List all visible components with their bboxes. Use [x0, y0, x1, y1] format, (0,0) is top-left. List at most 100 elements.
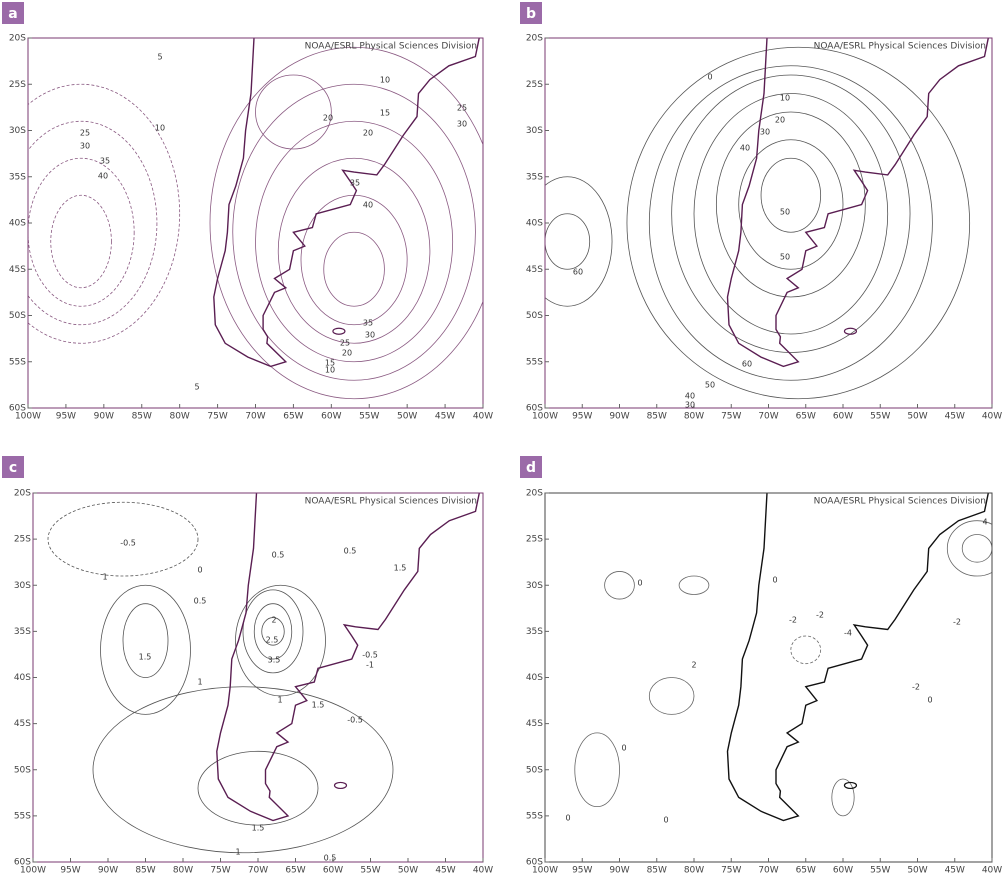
contour-label: 15 [325, 359, 335, 368]
contour-label: 35 [100, 157, 110, 166]
lat-tick-label: 50S [526, 765, 543, 775]
lon-tick-label: 65W [283, 412, 303, 422]
lon-tick-label: 55W [359, 412, 379, 422]
credit: NOAA/ESRL Physical Sciences Division [814, 42, 986, 52]
contour-label: 15 [380, 109, 390, 118]
contour-label: 35 [350, 179, 360, 188]
lon-tick-label: 75W [207, 412, 227, 422]
contour-line [261, 617, 285, 646]
island [333, 781, 348, 790]
coastline [216, 493, 480, 822]
lat-tick-label: 30S [9, 126, 26, 136]
contour-line [28, 120, 158, 326]
contour-label: -0.5 [120, 539, 136, 548]
coastline [726, 38, 989, 368]
lat-tick-label: 55S [526, 811, 543, 821]
contour-line [92, 686, 394, 854]
contour-label: 50 [780, 208, 790, 217]
contour-label: 0.5 [324, 854, 337, 863]
lon-tick-label: 45W [435, 866, 455, 873]
lat-tick-label: 50S [9, 311, 26, 321]
contour-label: 20 [342, 349, 352, 358]
lat-tick-label: 25S [526, 80, 543, 90]
contour-label: 30 [457, 120, 467, 129]
lon-tick-label: 95W [572, 412, 592, 422]
contour-label: 0.5 [194, 597, 207, 606]
lon-tick-label: 70W [758, 412, 778, 422]
plot-frame [32, 492, 484, 863]
contour-line [235, 584, 326, 697]
lat-tick-label: 25S [526, 535, 543, 545]
lon-tick-label: 70W [248, 866, 268, 873]
contour-label: 5 [194, 383, 199, 392]
contour-label: 1 [102, 573, 107, 582]
lat-tick-label: 30S [526, 126, 543, 136]
lon-tick-label: 70W [758, 866, 778, 873]
lat-tick-label: 40S [526, 219, 543, 229]
lon-tick-label: 40W [473, 412, 493, 422]
contour-label: 10 [325, 366, 335, 375]
contour-line [946, 520, 992, 577]
lon-tick-label: 40W [473, 866, 493, 873]
contour-line [545, 176, 613, 307]
plot-frame [27, 37, 484, 409]
contour-label: -2 [816, 611, 824, 620]
lat-tick-label: 50S [526, 311, 543, 321]
contour-label: 2.5 [266, 636, 279, 645]
contour-line [277, 157, 431, 344]
lat-tick-label: 45S [526, 719, 543, 729]
contour-line [242, 589, 304, 674]
lat-tick-label: 20S [14, 489, 31, 499]
island [843, 781, 858, 790]
lat-tick-label: 25S [14, 535, 31, 545]
lon-tick-label: 80W [684, 412, 704, 422]
contour-line [760, 157, 822, 233]
lat-tick-label: 30S [14, 581, 31, 591]
lon-tick-label: 95W [572, 866, 592, 873]
lat-tick-label: 60S [526, 858, 543, 868]
lon-tick-label: 75W [721, 866, 741, 873]
lat-tick-label: 40S [14, 673, 31, 683]
lon-tick-label: 65W [796, 866, 816, 873]
contour-line [209, 46, 483, 400]
lon-tick-label: 50W [398, 866, 418, 873]
contour-label: 40 [685, 392, 695, 401]
contour-label: -2 [912, 683, 920, 692]
lon-tick-label: 90W [609, 866, 629, 873]
lat-tick-label: 60S [14, 858, 31, 868]
contour-label: 0.5 [344, 547, 357, 556]
contour-label: 60 [742, 360, 752, 369]
contour-label: 25 [457, 104, 467, 113]
contour-label: 1 [235, 848, 240, 857]
contour-label: 20 [323, 114, 333, 123]
panel-label: c [9, 460, 17, 476]
contour-line [738, 139, 844, 270]
panel-label: b [526, 6, 536, 22]
contour-line [648, 677, 695, 715]
contour-label: 50 [705, 381, 715, 390]
contour-line [255, 74, 332, 150]
map-area [28, 38, 483, 400]
lon-tick-label: 45W [945, 412, 965, 422]
lat-tick-label: 45S [9, 265, 26, 275]
contour-label: -0.5 [362, 651, 378, 660]
lon-tick-label: 50W [397, 412, 417, 422]
contour-label: 1 [197, 678, 202, 687]
plot-frame [544, 492, 993, 863]
contour-label: 35 [363, 319, 373, 328]
contour-line [50, 194, 112, 289]
contour-label: 2 [271, 616, 276, 625]
map-area [545, 38, 989, 400]
contour-label: 30 [80, 142, 90, 151]
contour-label: -2 [789, 616, 797, 625]
contour-line [323, 231, 385, 307]
contour-line [255, 120, 454, 363]
contour-label: -4 [844, 629, 852, 638]
lon-tick-label: 80W [684, 866, 704, 873]
contour-line [678, 575, 710, 595]
lon-tick-label: 75W [210, 866, 230, 873]
contour-label: 4 [982, 518, 987, 527]
